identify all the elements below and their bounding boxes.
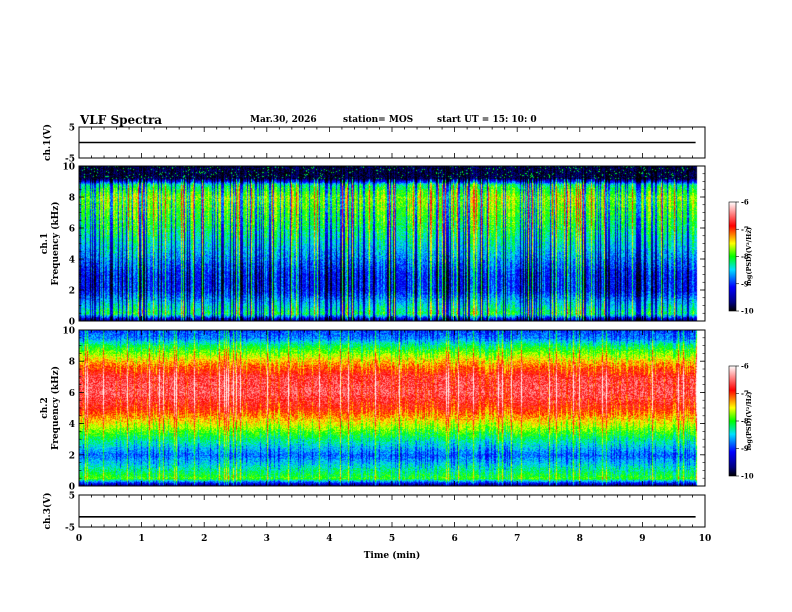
ch2-colorbar-tick-label: -9 bbox=[741, 444, 749, 453]
ch2-spectrogram-image bbox=[79, 330, 705, 486]
ch1-spectrogram-ytick-label: 6 bbox=[69, 225, 75, 235]
ch2-spectrogram-ytick-label: 8 bbox=[69, 358, 75, 368]
chart-title: VLF Spectra bbox=[80, 113, 163, 127]
ch1-spectrogram-ytick-label: 0 bbox=[69, 318, 75, 328]
x-tick-label: 4 bbox=[326, 534, 332, 544]
ch2-colorbar-tick-label: -7 bbox=[741, 389, 749, 398]
x-tick-label: 10 bbox=[699, 534, 712, 544]
ch2-colorbar-tick-label: -8 bbox=[741, 417, 749, 426]
ch1-spectrogram-ylabel: ch.1 bbox=[40, 233, 50, 254]
ch2-colorbar bbox=[728, 365, 737, 477]
ch1-voltage-ytick-label: 5 bbox=[69, 124, 75, 134]
ch3-voltage-ytick-label: 5 bbox=[69, 492, 75, 502]
ch1-spectrogram-ytick-label: 10 bbox=[62, 163, 75, 173]
start-time: start UT = 15: 10: 0 bbox=[437, 115, 537, 125]
ch1-colorbar-tick-label: -9 bbox=[741, 279, 749, 288]
ch1-colorbar bbox=[728, 201, 737, 312]
ch2-spectrogram-ytick-label: 0 bbox=[69, 483, 75, 493]
ch1-voltage-ylabel: ch.1(V) bbox=[42, 124, 53, 161]
x-tick-label: 9 bbox=[639, 534, 645, 544]
ch1-colorbar-tick-label: -7 bbox=[741, 225, 749, 234]
ch2-spectrogram-ytick-label: 4 bbox=[69, 420, 75, 430]
x-tick-label: 6 bbox=[451, 534, 457, 544]
ch1-voltage-ytick-label: -5 bbox=[65, 155, 75, 165]
ch2-spectrogram-ylabel: Frequency (kHz) bbox=[50, 366, 61, 450]
x-tick-label: 5 bbox=[389, 534, 395, 544]
ch1-spectrogram-ytick-label: 2 bbox=[69, 287, 75, 297]
ch3-voltage-ylabel: ch.3(V) bbox=[42, 493, 53, 530]
ch1-colorbar-tick-label: -6 bbox=[741, 198, 749, 207]
ch3-voltage-ytick-label: -5 bbox=[65, 524, 75, 534]
ch2-colorbar-label: log(PSD)(V²/Hz) bbox=[745, 392, 753, 451]
panels-layer bbox=[79, 141, 705, 518]
ch1-colorbar-tick-label: -8 bbox=[741, 252, 749, 261]
x-tick-label: 3 bbox=[264, 534, 270, 544]
ch1-colorbar-tick-label: -10 bbox=[741, 307, 754, 316]
ch2-spectrogram-ytick-label: 6 bbox=[69, 389, 75, 399]
x-tick-label: 0 bbox=[76, 534, 82, 544]
x-axis-label: Time (min) bbox=[364, 550, 421, 561]
ch1-colorbar-label: log(PSD)(V²/Hz) bbox=[745, 227, 753, 286]
ch2-spectrogram-ylabel: ch.2 bbox=[40, 397, 50, 418]
ch2-spectrogram-ytick-label: 2 bbox=[69, 451, 75, 461]
x-tick-label: 8 bbox=[577, 534, 583, 544]
station-label: station= MOS bbox=[343, 115, 414, 125]
x-tick-label: 2 bbox=[201, 534, 207, 544]
x-tick-label: 7 bbox=[514, 534, 520, 544]
recording-date: Mar.30, 2026 bbox=[250, 115, 317, 125]
ch1-spectrogram-image bbox=[79, 166, 705, 321]
ch2-colorbar-tick-label: -10 bbox=[741, 472, 754, 481]
ch2-spectrogram-ytick-label: 10 bbox=[62, 327, 75, 337]
ch2-colorbar-tick-label: -6 bbox=[741, 362, 749, 371]
ch1-spectrogram-ytick-label: 8 bbox=[69, 194, 75, 204]
ch1-spectrogram-ylabel: Frequency (kHz) bbox=[50, 201, 61, 285]
x-tick-label: 1 bbox=[138, 534, 144, 544]
ch1-spectrogram-ytick-label: 4 bbox=[69, 256, 75, 266]
